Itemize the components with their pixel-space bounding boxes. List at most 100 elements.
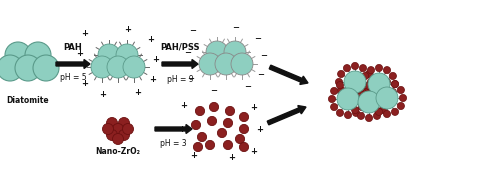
- Circle shape: [215, 53, 237, 75]
- Circle shape: [338, 70, 344, 78]
- Circle shape: [368, 78, 374, 86]
- Circle shape: [352, 62, 358, 70]
- Circle shape: [370, 102, 376, 110]
- Circle shape: [224, 118, 232, 128]
- Text: PAH/PSS: PAH/PSS: [160, 42, 200, 52]
- FancyArrow shape: [155, 125, 192, 134]
- Circle shape: [368, 94, 374, 102]
- Circle shape: [352, 106, 358, 114]
- Circle shape: [337, 88, 359, 110]
- Text: +: +: [82, 30, 88, 38]
- Circle shape: [352, 109, 360, 117]
- Circle shape: [344, 111, 352, 119]
- Circle shape: [328, 95, 336, 103]
- Text: −: −: [188, 74, 194, 83]
- Circle shape: [344, 79, 352, 87]
- Circle shape: [384, 78, 390, 86]
- Circle shape: [366, 82, 372, 90]
- Circle shape: [5, 42, 31, 68]
- Circle shape: [330, 103, 338, 111]
- Circle shape: [358, 91, 380, 113]
- Circle shape: [344, 71, 366, 93]
- Circle shape: [358, 87, 366, 95]
- Circle shape: [122, 124, 134, 134]
- Circle shape: [236, 134, 244, 144]
- Circle shape: [374, 112, 380, 119]
- Circle shape: [33, 55, 59, 81]
- Circle shape: [358, 84, 364, 92]
- Circle shape: [352, 94, 358, 102]
- Circle shape: [198, 132, 206, 142]
- Text: +: +: [152, 54, 160, 64]
- Text: +: +: [228, 153, 235, 161]
- Circle shape: [380, 106, 386, 114]
- Circle shape: [360, 80, 366, 88]
- Text: −: −: [260, 52, 268, 61]
- Circle shape: [374, 84, 380, 92]
- Circle shape: [358, 112, 364, 119]
- Text: pH = 5: pH = 5: [60, 74, 86, 83]
- Text: Nano-ZrO₂: Nano-ZrO₂: [96, 146, 140, 156]
- Text: −: −: [258, 71, 264, 79]
- Circle shape: [240, 142, 248, 152]
- Circle shape: [210, 102, 218, 112]
- Text: +: +: [180, 100, 188, 110]
- Circle shape: [336, 109, 344, 117]
- Circle shape: [392, 81, 398, 88]
- Circle shape: [338, 86, 344, 94]
- Text: +: +: [76, 50, 84, 59]
- Circle shape: [400, 94, 406, 102]
- Circle shape: [384, 67, 390, 74]
- Circle shape: [107, 56, 129, 78]
- Circle shape: [112, 134, 124, 144]
- Text: +: +: [134, 88, 141, 96]
- Circle shape: [118, 129, 130, 141]
- Circle shape: [360, 92, 366, 100]
- Text: +: +: [150, 74, 156, 83]
- Text: +: +: [178, 125, 186, 134]
- Circle shape: [123, 56, 145, 78]
- Circle shape: [362, 88, 368, 96]
- Circle shape: [116, 44, 138, 66]
- Text: +: +: [256, 125, 264, 134]
- FancyArrow shape: [267, 106, 306, 125]
- Circle shape: [344, 65, 350, 72]
- Text: +: +: [250, 146, 258, 156]
- Text: +: +: [100, 90, 106, 98]
- Circle shape: [344, 92, 350, 100]
- Circle shape: [384, 94, 390, 101]
- Circle shape: [376, 96, 382, 104]
- Text: +: +: [190, 151, 198, 159]
- Circle shape: [366, 70, 372, 78]
- Circle shape: [206, 41, 228, 63]
- Text: −: −: [184, 49, 192, 57]
- Text: Diatomite: Diatomite: [6, 96, 50, 105]
- Circle shape: [376, 108, 382, 115]
- Circle shape: [336, 78, 342, 86]
- Circle shape: [376, 64, 382, 72]
- Text: +: +: [124, 25, 132, 33]
- Circle shape: [199, 53, 221, 75]
- Circle shape: [368, 73, 390, 95]
- Circle shape: [370, 86, 376, 94]
- Circle shape: [376, 81, 382, 88]
- Circle shape: [192, 120, 200, 130]
- Circle shape: [102, 124, 114, 134]
- Circle shape: [91, 56, 113, 78]
- Circle shape: [336, 82, 344, 89]
- Text: +: +: [250, 103, 258, 112]
- Circle shape: [352, 82, 360, 89]
- Text: −: −: [244, 83, 252, 91]
- Circle shape: [224, 41, 246, 63]
- FancyArrow shape: [269, 65, 308, 84]
- Text: −: −: [190, 26, 196, 35]
- Circle shape: [231, 53, 253, 75]
- Circle shape: [398, 102, 404, 110]
- Circle shape: [196, 106, 204, 116]
- Circle shape: [360, 65, 366, 72]
- Circle shape: [226, 106, 234, 116]
- Circle shape: [112, 124, 124, 134]
- Text: pH = 9: pH = 9: [166, 74, 194, 83]
- Text: pH = 3: pH = 3: [160, 139, 186, 149]
- Circle shape: [376, 87, 398, 109]
